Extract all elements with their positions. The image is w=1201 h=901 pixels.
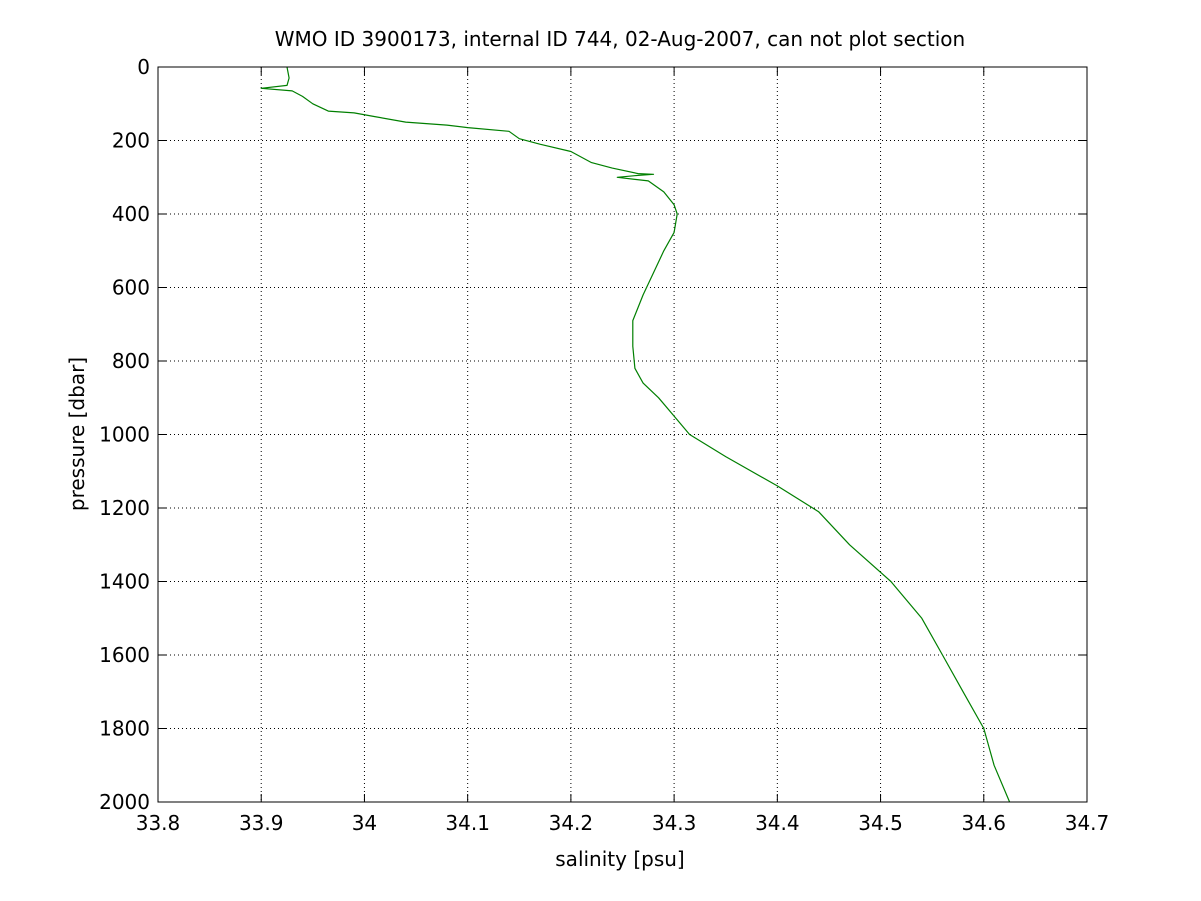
series-layer bbox=[260, 66, 1011, 803]
y-tick-label: 1200 bbox=[99, 496, 150, 520]
y-tick-label: 600 bbox=[112, 276, 150, 300]
x-tick-label: 34 bbox=[352, 811, 377, 835]
y-tick-label: 0 bbox=[137, 55, 150, 79]
y-tick-label: 1400 bbox=[99, 570, 150, 594]
x-tick-label: 34.7 bbox=[1065, 811, 1110, 835]
grid bbox=[158, 67, 1087, 802]
x-axis-label: salinity [psu] bbox=[555, 847, 684, 871]
salinity-series-line bbox=[260, 66, 1011, 803]
y-axis-label: pressure [dbar] bbox=[65, 357, 89, 511]
x-tick-label: 34.2 bbox=[549, 811, 594, 835]
x-tick-label: 34.6 bbox=[962, 811, 1007, 835]
x-tick-label: 33.8 bbox=[136, 811, 181, 835]
x-tick-label: 33.9 bbox=[239, 811, 284, 835]
axis-ticks bbox=[157, 66, 1088, 803]
x-tick-label: 34.5 bbox=[858, 811, 903, 835]
x-axis-tick-labels: 33.8 33.9 34 34.1 34.2 34.3 34.4 34.5 34.6 34.7 bbox=[136, 811, 1110, 835]
y-axis-tick-labels: 0 200 400 600 800 1000 1200 1400 1600 1800 2000 bbox=[99, 55, 150, 814]
y-tick-label: 2000 bbox=[99, 790, 150, 814]
y-tick-label: 200 bbox=[112, 129, 150, 153]
y-tick-label: 1000 bbox=[99, 423, 150, 447]
y-tick-label: 400 bbox=[112, 202, 150, 226]
y-tick-label: 1600 bbox=[99, 643, 150, 667]
y-tick-label: 1800 bbox=[99, 717, 150, 741]
x-tick-label: 34.3 bbox=[652, 811, 697, 835]
y-tick-label: 800 bbox=[112, 349, 150, 373]
x-tick-label: 34.4 bbox=[755, 811, 800, 835]
x-tick-label: 34.1 bbox=[445, 811, 490, 835]
chart-title: WMO ID 3900173, internal ID 744, 02-Aug-… bbox=[275, 27, 965, 51]
